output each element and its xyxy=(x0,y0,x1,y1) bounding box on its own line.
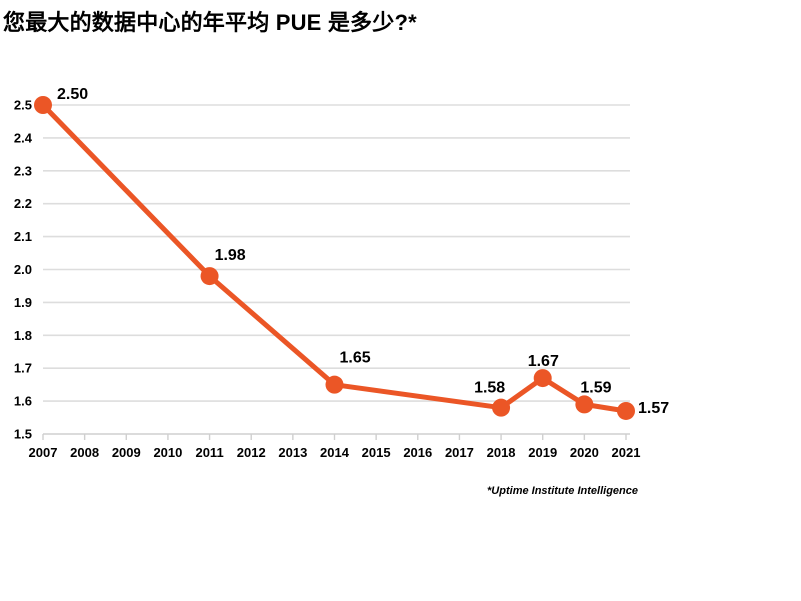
x-tick-label: 2010 xyxy=(153,445,182,460)
x-tick-label: 2017 xyxy=(445,445,474,460)
x-tick-label: 2016 xyxy=(403,445,432,460)
chart-title: 您最大的数据中心的年平均 PUE 是多少?* xyxy=(3,10,417,35)
y-tick-label: 2.2 xyxy=(14,196,32,211)
x-tick-label: 2013 xyxy=(278,445,307,460)
data-point-label: 1.59 xyxy=(580,379,611,396)
x-tick-label: 2009 xyxy=(112,445,141,460)
data-point-label: 1.67 xyxy=(528,353,559,370)
y-tick-label: 1.6 xyxy=(14,394,32,409)
y-tick-label: 2.1 xyxy=(14,229,32,244)
data-point-label: 1.65 xyxy=(340,350,371,367)
source-note: *Uptime Institute Intelligence xyxy=(487,485,638,497)
data-point-marker xyxy=(575,395,594,414)
data-point-label: 1.98 xyxy=(215,247,246,264)
y-tick-label: 1.5 xyxy=(14,427,32,442)
x-tick-label: 2012 xyxy=(237,445,266,460)
x-tick-label: 2019 xyxy=(528,445,557,460)
data-point-marker xyxy=(492,398,511,417)
x-tick-label: 2014 xyxy=(320,445,350,460)
x-tick-label: 2008 xyxy=(70,445,99,460)
y-tick-label: 1.7 xyxy=(14,361,32,376)
x-tick-label: 2015 xyxy=(362,445,391,460)
data-point-label: 2.50 xyxy=(57,86,88,103)
data-point-marker xyxy=(617,401,635,420)
x-tick-label: 2007 xyxy=(29,445,58,460)
y-tick-label: 2.4 xyxy=(14,130,33,145)
data-point-marker xyxy=(325,375,344,394)
data-point-marker xyxy=(34,96,52,114)
data-point-label: 1.57 xyxy=(638,400,669,417)
data-point-marker xyxy=(200,267,219,286)
y-tick-label: 1.9 xyxy=(14,295,32,310)
y-tick-label: 2.5 xyxy=(14,98,32,113)
x-tick-label: 2021 xyxy=(612,445,641,460)
data-point-label: 1.58 xyxy=(474,380,505,397)
y-tick-label: 2.0 xyxy=(14,262,32,277)
y-tick-label: 2.3 xyxy=(14,163,32,178)
x-tick-label: 2018 xyxy=(487,445,516,460)
x-tick-label: 2011 xyxy=(195,445,223,460)
data-point-marker xyxy=(533,369,552,388)
x-tick-label: 2020 xyxy=(570,445,599,460)
y-tick-label: 1.8 xyxy=(14,328,32,343)
